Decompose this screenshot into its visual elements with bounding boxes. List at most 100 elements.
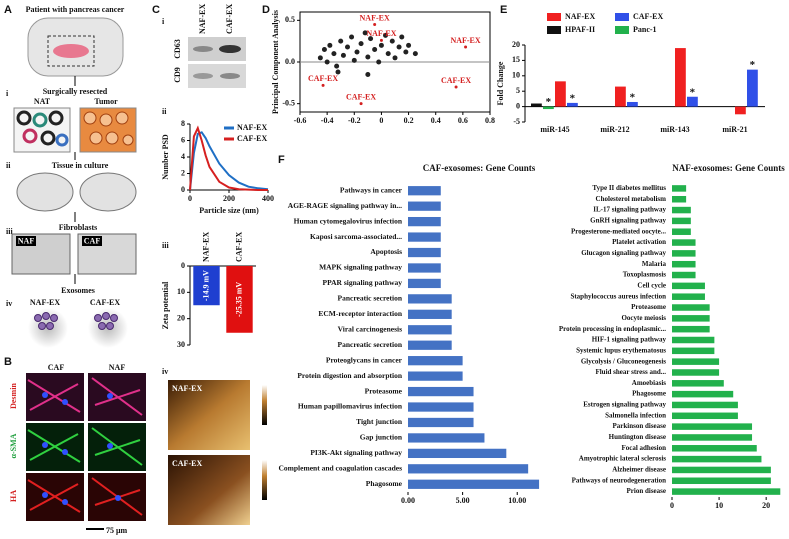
category-label: Amoebiasis <box>632 379 667 387</box>
image-label: NAF-EX <box>172 384 202 393</box>
sub-label: i <box>162 17 165 26</box>
y-tick-label: 0 <box>516 101 520 110</box>
bar <box>408 278 441 289</box>
significance: * <box>630 92 636 104</box>
tissue-label: Tumor <box>94 97 118 106</box>
lane-label: NAF-EX <box>198 4 207 34</box>
x-tick-label: miR-143 <box>660 125 689 134</box>
bar <box>672 195 687 203</box>
point <box>396 44 402 50</box>
sub-label: iv <box>162 367 168 376</box>
panel-b: B CAF NAF Desmin α-SMA HA 75 μm <box>4 356 146 535</box>
point <box>383 32 388 38</box>
category-label: Huntington disease <box>609 433 666 441</box>
line-series <box>189 125 268 191</box>
y-tick-label: 5 <box>516 86 520 95</box>
y-axis-label: Zeta potential <box>161 281 170 330</box>
value-label: -25.35 mV <box>234 282 243 317</box>
panel-label: E <box>500 4 507 16</box>
label-box <box>16 236 36 246</box>
bar <box>408 479 540 489</box>
y-tick-label: -0.5 <box>282 98 295 107</box>
panel-a: A Patient with pancreas cancer i Surgica… <box>4 4 137 348</box>
bar <box>408 417 474 428</box>
category-label: Human papillomavirus infection <box>298 402 403 411</box>
step-number: iii <box>6 227 13 236</box>
category-label: Proteasome <box>631 303 666 311</box>
pancreas-box <box>47 35 95 67</box>
bar <box>408 448 507 459</box>
bar <box>226 266 253 333</box>
micrographs <box>26 373 146 521</box>
bar <box>672 369 720 376</box>
bar <box>672 260 696 268</box>
category-label: Oocyte meiosis <box>621 314 666 322</box>
category-label: Amyotrophic lateral sclerosis <box>579 455 667 463</box>
annotation: NAF-EX <box>450 36 480 45</box>
blot-band <box>220 73 240 79</box>
blot-band <box>219 45 241 53</box>
y-tick-label: 10 <box>177 287 185 296</box>
bar <box>672 185 687 192</box>
category-label: Platelet activation <box>612 238 666 246</box>
bar <box>672 455 762 463</box>
bar <box>672 304 710 311</box>
x-tick-label: 10 <box>715 501 723 510</box>
legend-label: Panc-1 <box>633 25 657 34</box>
point <box>389 38 395 44</box>
bar <box>672 336 715 344</box>
y-tick-label: 30 <box>177 340 185 349</box>
legend-swatch <box>547 13 561 21</box>
step-title: Exosomes <box>61 286 95 295</box>
category-label: Fluid shear stress and... <box>595 368 666 376</box>
category-label: Pathways of neurodegeneration <box>572 476 666 484</box>
legend-label: NAF-EX <box>565 12 595 21</box>
x-tick-label: 10.00 <box>508 496 526 505</box>
category-label: Proteasome <box>365 386 403 395</box>
legend-swatch <box>615 13 629 21</box>
category-label: Cholesterol metabolism <box>596 195 667 203</box>
x-tick-label: 5.00 <box>456 496 470 505</box>
x-tick-label: 400 <box>262 194 274 203</box>
bar <box>672 315 710 322</box>
category-label: NAF-EX <box>201 232 210 262</box>
category-label: Viral carcinogenesis <box>338 324 402 333</box>
point <box>376 59 382 65</box>
x-tick-label: 0.8 <box>485 116 495 125</box>
point <box>365 72 371 77</box>
value-label: -14.9 mV <box>201 270 210 301</box>
category-label: Phagosome <box>632 390 666 398</box>
bar <box>672 358 720 365</box>
category-label: Protein processing in endoplasmic... <box>559 325 666 333</box>
step-number: iv <box>6 299 12 308</box>
point <box>392 55 398 61</box>
bar <box>627 101 638 107</box>
step-title: Surgically resected <box>43 87 108 96</box>
exosomes <box>34 312 118 330</box>
image-label: CAF <box>84 236 101 245</box>
category-label: Cell cycle <box>637 281 666 289</box>
point <box>349 34 355 40</box>
row-label: Desmin <box>9 383 18 409</box>
category-label: Malaria <box>642 260 667 268</box>
point <box>412 51 418 57</box>
category-label: Alzheimer disease <box>612 466 666 474</box>
y-tick-label: 0.0 <box>285 57 295 66</box>
bar <box>555 81 566 107</box>
annotation: CAF-EX <box>441 76 471 85</box>
significance: * <box>546 96 552 108</box>
x-tick-label: -0.6 <box>294 116 307 125</box>
point <box>406 42 412 48</box>
significance: * <box>690 86 696 98</box>
bar <box>615 86 626 107</box>
y-tick-label: 6 <box>181 135 185 144</box>
bar <box>408 263 441 273</box>
point <box>338 38 344 44</box>
point <box>362 30 368 36</box>
category-label: PPAR signaling pathway <box>323 278 403 287</box>
annotation: NAF-EX <box>366 29 396 38</box>
category-label: Tight junction <box>356 417 403 426</box>
bar <box>672 271 696 279</box>
annotation-point <box>454 85 458 89</box>
